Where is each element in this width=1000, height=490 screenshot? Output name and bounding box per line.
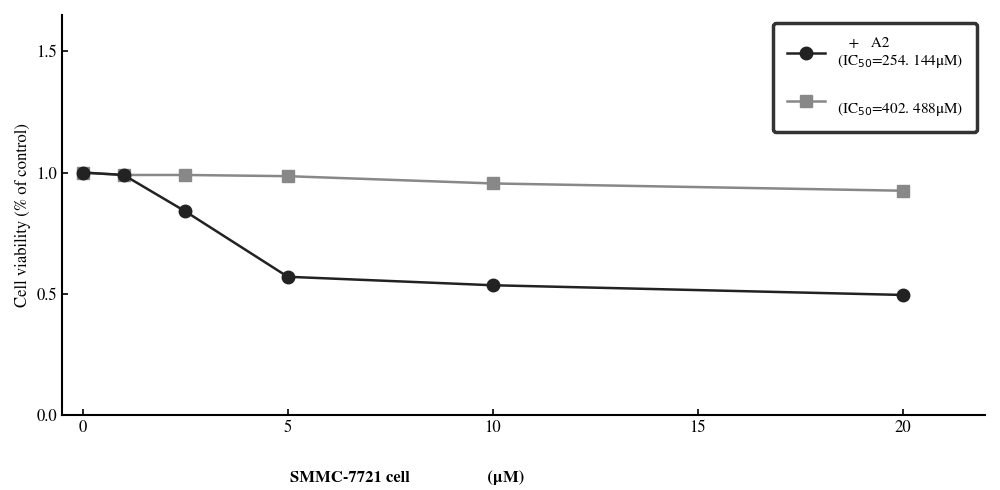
阿霞素+合成物A2
(IC$_{50}$=254. 144μM): [282, 274, 294, 280]
阿霞素+合成物A2
(IC$_{50}$=254. 144μM): [897, 292, 909, 298]
Line: 阿霞素
(IC$_{50}$=402. 488μM): 阿霞素 (IC$_{50}$=402. 488μM): [76, 166, 909, 197]
Line: 阿霞素+合成物A2
(IC$_{50}$=254. 144μM): 阿霞素+合成物A2 (IC$_{50}$=254. 144μM): [76, 166, 909, 301]
阿霞素
(IC$_{50}$=402. 488μM): [897, 188, 909, 194]
阿霞素+合成物A2
(IC$_{50}$=254. 144μM): [118, 172, 130, 178]
阿霞素
(IC$_{50}$=402. 488μM): [179, 172, 191, 178]
Y-axis label: Cell viability (% of control): Cell viability (% of control): [15, 123, 31, 307]
阿霞素
(IC$_{50}$=402. 488μM): [282, 173, 294, 179]
阿霞素
(IC$_{50}$=402. 488μM): [118, 172, 130, 178]
阿霞素+合成物A2
(IC$_{50}$=254. 144μM): [487, 282, 499, 288]
Text: SMMC-7721 cell: SMMC-7721 cell: [290, 471, 410, 485]
阿霞素
(IC$_{50}$=402. 488μM): [487, 180, 499, 186]
阿霞素
(IC$_{50}$=402. 488μM): [77, 170, 89, 175]
阿霞素+合成物A2
(IC$_{50}$=254. 144μM): [179, 208, 191, 214]
Legend: 阿霞素+合成物A2
(IC$_{50}$=254. 144μM), 阿霞素
(IC$_{50}$=402. 488μM): 阿霞素+合成物A2 (IC$_{50}$=254. 144μM), 阿霞素 (I…: [773, 23, 977, 132]
Text: 浓度 (μM): 浓度 (μM): [475, 470, 525, 485]
阿霞素+合成物A2
(IC$_{50}$=254. 144μM): [77, 170, 89, 175]
